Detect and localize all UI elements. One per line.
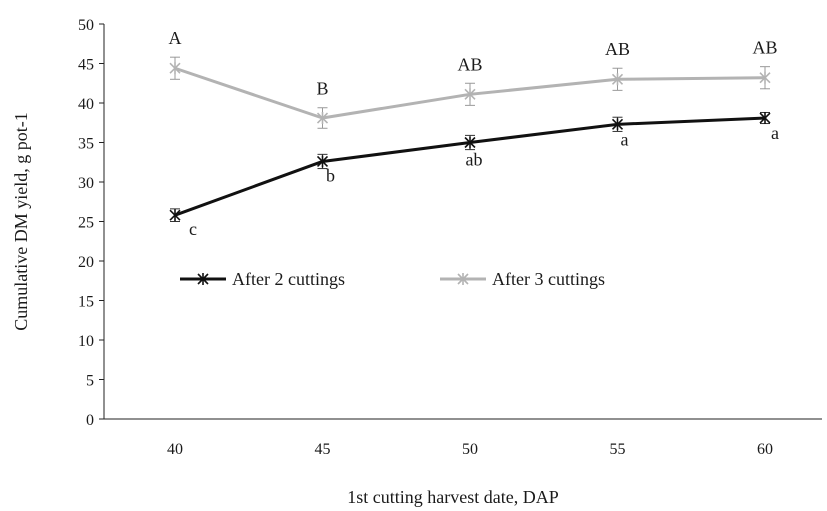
- data-point: [611, 73, 624, 86]
- data-point: [169, 209, 181, 222]
- data-point: [169, 62, 181, 75]
- significance-label: AB: [457, 54, 482, 74]
- y-tick-label: 30: [78, 175, 94, 192]
- data-point: [316, 112, 329, 125]
- significance-label: b: [326, 165, 335, 185]
- significance-label: a: [621, 129, 629, 149]
- significance-label: A: [169, 28, 182, 48]
- y-tick-label: 20: [78, 254, 94, 271]
- legend-marker: [197, 273, 209, 285]
- y-tick-label: 40: [78, 96, 94, 113]
- data-point: [759, 71, 771, 84]
- data-point: [464, 136, 476, 149]
- significance-label: c: [189, 219, 197, 239]
- significance-label: B: [316, 79, 328, 99]
- legend-label: After 2 cuttings: [232, 269, 345, 289]
- data-point: [611, 118, 624, 131]
- legend-item: After 2 cuttings: [180, 269, 345, 289]
- x-axis: 40 45 50 55 60: [104, 418, 822, 458]
- y-tick-label: 35: [78, 136, 94, 153]
- x-tick-label: 55: [610, 441, 626, 458]
- legend: After 2 cuttings After 3 cuttings: [180, 269, 605, 289]
- significance-label: ab: [466, 150, 483, 170]
- y-tick-label: 45: [78, 57, 94, 74]
- x-tick-label: 40: [167, 441, 183, 458]
- y-axis-title: Cumulative DM yield, g pot-1: [11, 112, 31, 330]
- series-1: c b ab a a: [169, 111, 779, 239]
- x-tick-label: 60: [757, 441, 773, 458]
- y-tick-label: 10: [78, 333, 94, 350]
- y-tick-label: 5: [86, 373, 94, 390]
- y-axis: 0 5 10 15 20 25 30 35 40 45 50: [78, 17, 105, 429]
- legend-item: After 3 cuttings: [440, 269, 605, 289]
- significance-label: AB: [605, 39, 630, 59]
- legend-label: After 3 cuttings: [492, 269, 605, 289]
- y-tick-label: 25: [78, 215, 94, 232]
- data-point: [316, 155, 329, 168]
- y-tick-label: 15: [78, 294, 94, 311]
- data-point: [759, 112, 771, 125]
- x-axis-title: 1st cutting harvest date, DAP: [347, 487, 558, 507]
- data-point: [464, 88, 476, 101]
- significance-label: AB: [752, 38, 777, 58]
- y-tick-label: 0: [86, 412, 94, 429]
- y-tick-label: 50: [78, 17, 94, 34]
- legend-marker: [457, 273, 469, 285]
- x-tick-label: 50: [462, 441, 478, 458]
- significance-label: a: [771, 123, 779, 143]
- x-tick-label: 45: [315, 441, 331, 458]
